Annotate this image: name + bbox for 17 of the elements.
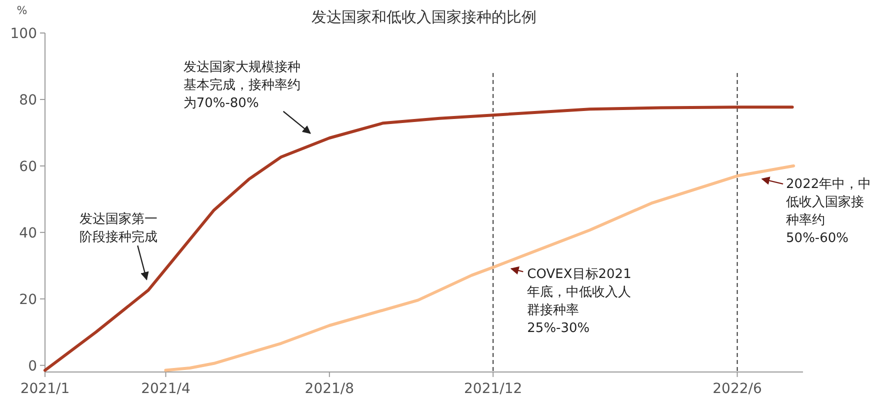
x-tick-label: 2021/1 <box>20 381 70 397</box>
y-tick-label: 100 <box>10 26 37 42</box>
annotation: 2022年中，中低收入国家接种率约50%-60% <box>786 176 872 248</box>
y-tick-label: 0 <box>28 358 37 374</box>
x-tick-label: 2022/6 <box>712 381 762 397</box>
y-tick-label: 60 <box>19 158 37 175</box>
chart-title: 发达国家和低收入国家接种的比例 <box>312 8 536 26</box>
x-tick-label: 2021/4 <box>141 381 190 397</box>
y-axis-title: % <box>16 4 28 17</box>
y-tick-label: 80 <box>19 92 37 108</box>
annotation: 发达国家大规模接种基本完成，接种率约为70%-80% <box>183 59 302 114</box>
x-tick-label: 2021/8 <box>304 381 354 397</box>
annotation: 发达国家第一阶段接种完成 <box>80 210 159 247</box>
x-tick-label: 2021/12 <box>464 381 522 397</box>
annotation: COVEX目标2021年底，中低收入人群接种率25%-30% <box>527 266 632 338</box>
y-tick-label: 40 <box>19 225 37 242</box>
y-tick-label: 20 <box>19 292 37 308</box>
